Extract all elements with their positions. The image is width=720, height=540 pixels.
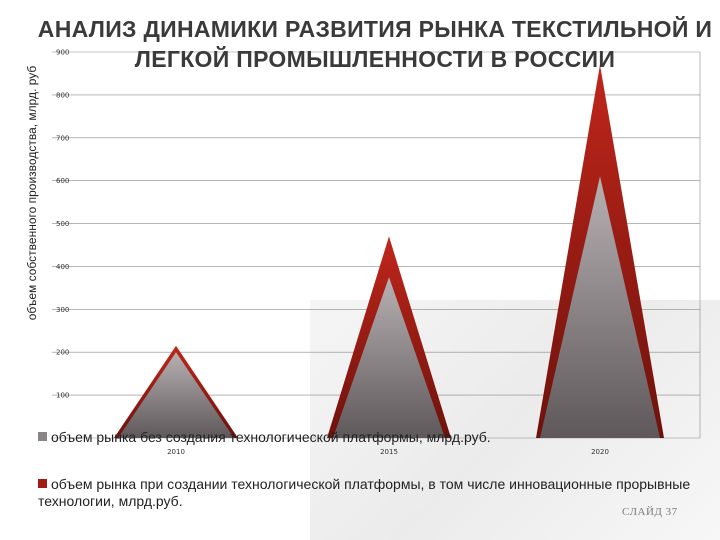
- x-tick-label: 2010: [167, 448, 185, 456]
- series-gray-peak: [118, 352, 234, 438]
- legend-item-red: объем рынка при создании технологической…: [38, 476, 718, 510]
- slide-title: АНАЛИЗ ДИНАМИКИ РАЗВИТИЯ РЫНКА ТЕКСТИЛЬН…: [37, 16, 713, 72]
- y-axis-ticks: 100 200 300 400 500 600 700 800 900: [56, 49, 69, 400]
- legend-label-gray: объем рынка без создания технологической…: [51, 429, 491, 445]
- y-axis-label: объем собственного производства, млрд. р…: [25, 65, 39, 321]
- series-gray-peak: [333, 277, 445, 438]
- y-tick-label: 800: [56, 91, 69, 99]
- slide-number: СЛАЙД 37: [622, 506, 678, 518]
- legend-swatch-red: [38, 479, 47, 488]
- series-gray-peak: [540, 176, 660, 438]
- y-tick-label: 300: [56, 306, 69, 314]
- y-tick-label: 500: [56, 220, 69, 228]
- chart-marks: [114, 64, 664, 438]
- y-tick-label: 600: [56, 177, 69, 185]
- legend-swatch-gray: [38, 432, 47, 441]
- y-tick-label: 700: [56, 134, 69, 142]
- y-tick-label: 900: [56, 49, 69, 57]
- legend-label-red: объем рынка при создании технологической…: [38, 476, 691, 509]
- legend-item-gray: объем рынка без создания технологической…: [38, 429, 598, 446]
- y-tick-label: 400: [56, 263, 69, 271]
- x-axis-ticks: 2010 2015 2020: [167, 448, 609, 456]
- x-tick-label: 2020: [591, 448, 609, 456]
- x-tick-label: 2015: [380, 448, 398, 456]
- y-tick-label: 200: [56, 349, 69, 357]
- y-tick-label: 100: [56, 392, 69, 400]
